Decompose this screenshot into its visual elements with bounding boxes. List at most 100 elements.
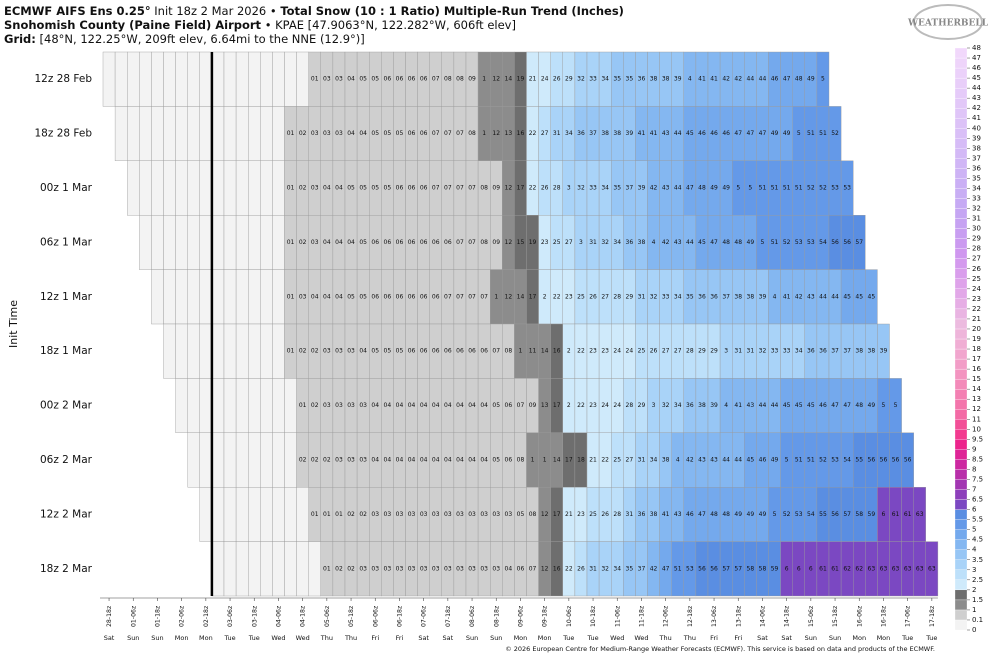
cell-label: 56 <box>831 511 839 518</box>
cell-label: 25 <box>577 293 585 300</box>
colorbar-band <box>954 248 968 259</box>
cell-label: 36 <box>819 348 827 355</box>
cell <box>211 323 225 379</box>
cell-label: 12 <box>541 565 549 572</box>
cell-label: 49 <box>734 511 742 518</box>
cell-label: 12 <box>505 185 513 192</box>
colorbar-label: 19 <box>972 335 981 343</box>
cell-label: 56 <box>831 239 839 246</box>
colorbar-band <box>954 609 968 621</box>
cell <box>284 432 297 488</box>
cell-label: 17 <box>565 457 573 464</box>
colorbar-band <box>954 308 968 320</box>
cell-label: 54 <box>807 511 815 518</box>
cell <box>223 323 237 379</box>
cell <box>260 160 273 216</box>
cell-label: 53 <box>831 457 839 464</box>
cell-label: 05 <box>359 239 367 246</box>
colorbar-band <box>954 288 968 300</box>
cell-label: 44 <box>747 76 755 83</box>
cell-label: 43 <box>698 457 706 464</box>
x-day-label: Sat <box>781 634 792 642</box>
colorbar-band <box>954 318 968 330</box>
cell-label: 17 <box>553 511 561 518</box>
grid-line-text: Grid: [48°N, 122.25°W, 209ft elev, 6.64m… <box>4 32 365 46</box>
cell <box>272 378 285 433</box>
cell-label: 07 <box>456 185 464 192</box>
colorbar-label: 3 <box>972 566 976 574</box>
cell-label: 32 <box>650 293 658 300</box>
cell-label: 32 <box>577 76 585 83</box>
cell-label: 01 <box>287 130 295 137</box>
colorbar-band <box>954 278 968 289</box>
cell-label: 43 <box>674 511 682 518</box>
cell-label: 1 <box>494 293 498 300</box>
cell-label: 34 <box>613 565 621 572</box>
colorbar-label: 18 <box>972 345 981 353</box>
cell <box>284 487 297 542</box>
cell-label: 26 <box>601 511 609 518</box>
cell <box>175 51 188 107</box>
colorbar-label: 14 <box>972 385 981 393</box>
cell-label: 63 <box>880 565 888 572</box>
cell-label: 03 <box>505 511 513 518</box>
colorbar-label: 16 <box>972 365 981 373</box>
cell-label: 51 <box>795 457 803 464</box>
colorbar-band <box>954 148 968 159</box>
cell-label: 06 <box>420 239 428 246</box>
cell-label: 04 <box>396 457 404 464</box>
cell-label: 05 <box>371 348 379 355</box>
cell-label: 44 <box>819 293 827 300</box>
colorbar-label: 24 <box>972 285 981 293</box>
cell <box>199 269 213 325</box>
cell-label: 51 <box>674 565 682 572</box>
cell-label: 01 <box>287 293 295 300</box>
cell-label: 03 <box>323 348 331 355</box>
cell <box>247 323 261 379</box>
x-tick-label: 16-18z <box>880 606 887 627</box>
cell-label: 6 <box>882 511 886 518</box>
cell-label: 16 <box>553 348 561 355</box>
cell-label: 05 <box>396 348 404 355</box>
x-tick-label: 03-06z <box>227 606 234 627</box>
cell <box>272 487 285 542</box>
x-tick-label: 04-18z <box>300 606 307 627</box>
cell-label: 36 <box>698 293 706 300</box>
x-day-label: Sat <box>443 634 454 642</box>
cell <box>260 51 273 107</box>
cell-label: 37 <box>722 293 730 300</box>
cell-label: 47 <box>843 402 851 409</box>
cell-label: 27 <box>601 293 609 300</box>
colorbar-band <box>954 409 968 420</box>
cell-label: 06 <box>432 293 440 300</box>
cell <box>163 106 176 162</box>
cell-label: 59 <box>868 511 876 518</box>
cell-label: 61 <box>831 565 839 572</box>
cell-label: 05 <box>371 185 379 192</box>
cell-label: 14 <box>505 76 513 83</box>
cell-label: 12 <box>492 130 500 137</box>
cell <box>235 432 249 488</box>
cell-label: 43 <box>662 185 670 192</box>
cell-label: 21 <box>565 511 573 518</box>
x-day-label: Fri <box>371 634 379 642</box>
cell <box>260 378 273 433</box>
cell-label: 04 <box>432 402 440 409</box>
cell-label: 24 <box>541 76 549 83</box>
cell <box>163 160 176 216</box>
x-tick-label: 11-06z <box>614 606 621 627</box>
cell-label: 36 <box>710 293 718 300</box>
cell-label: 36 <box>686 402 694 409</box>
x-tick-label: 08-18z <box>493 606 500 627</box>
colorbar-label: 39 <box>972 134 981 142</box>
cell-label: 12 <box>492 76 500 83</box>
cell-label: 23 <box>577 511 585 518</box>
row-label: 18z 28 Feb <box>35 128 93 140</box>
cell-label: 14 <box>553 457 561 464</box>
colorbar-band <box>954 268 968 279</box>
cell-label: 06 <box>408 348 416 355</box>
cell-label: 45 <box>843 293 851 300</box>
x-day-label: Fri <box>396 634 404 642</box>
x-day-label: Tue <box>223 634 235 642</box>
cell <box>235 214 249 270</box>
